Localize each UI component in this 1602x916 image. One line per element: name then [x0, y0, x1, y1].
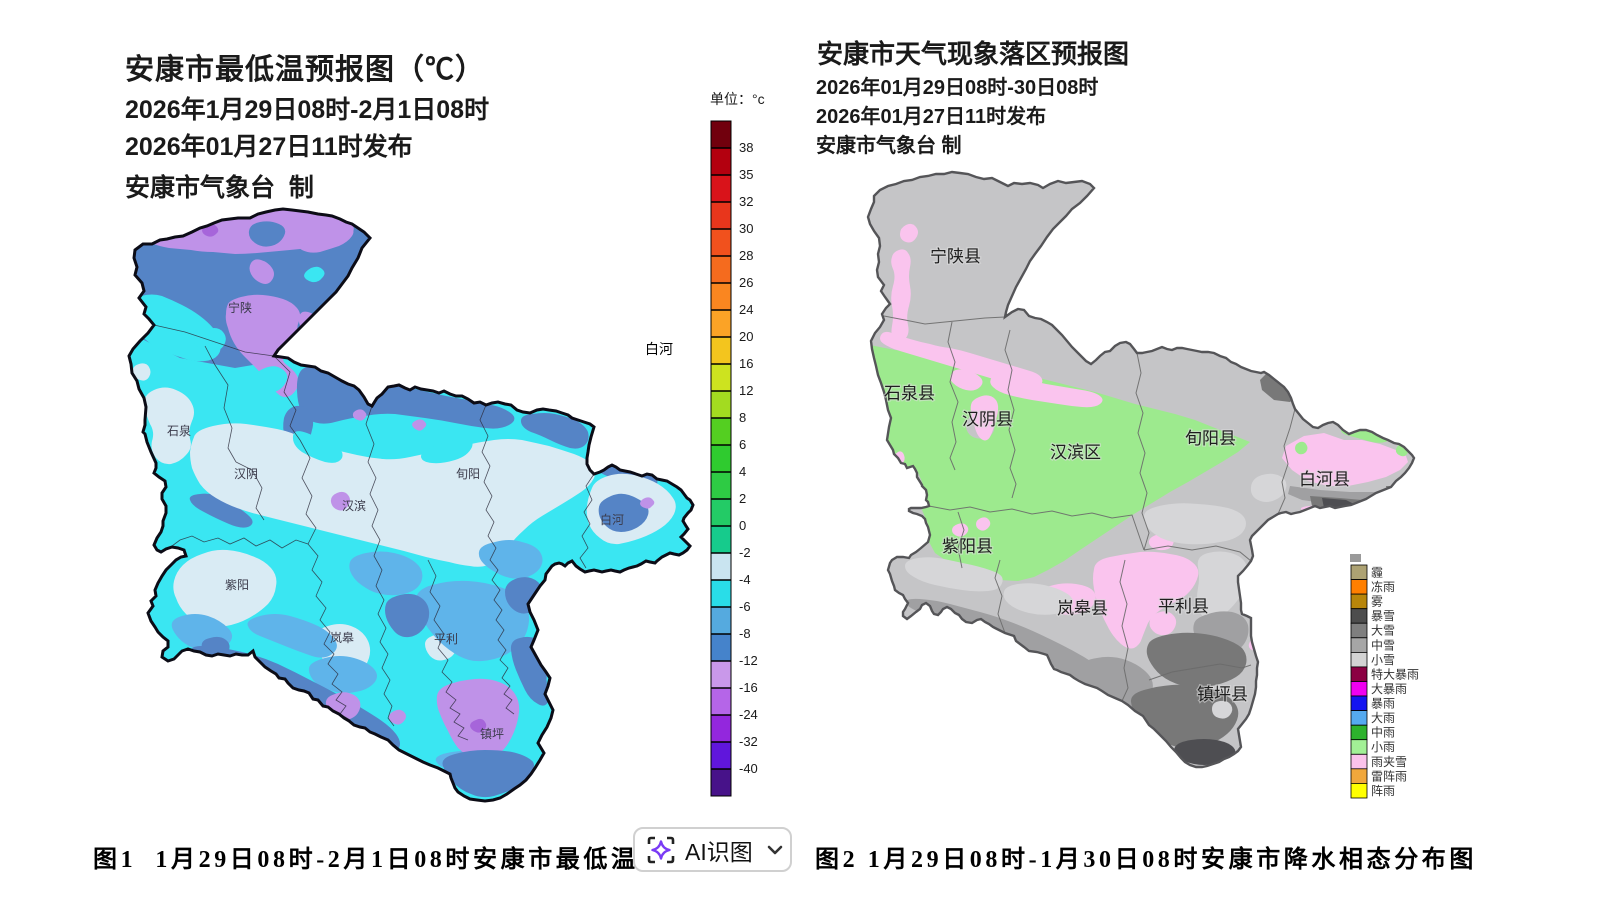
svg-text:24: 24 [739, 302, 753, 317]
svg-text:宁陕县: 宁陕县 [930, 247, 981, 266]
svg-text:35: 35 [739, 167, 753, 182]
svg-text:旬阳: 旬阳 [456, 467, 480, 481]
svg-text:岚皋: 岚皋 [330, 630, 354, 645]
svg-text:旬阳县: 旬阳县 [1185, 429, 1236, 448]
svg-text:-2: -2 [739, 545, 751, 560]
svg-text:小雨: 小雨 [1371, 740, 1395, 754]
svg-text:12: 12 [739, 383, 753, 398]
svg-text:雷阵雨: 雷阵雨 [1371, 769, 1407, 783]
svg-text:-6: -6 [739, 599, 751, 614]
svg-text:宁陕: 宁陕 [228, 300, 252, 315]
svg-text:霾: 霾 [1371, 566, 1383, 580]
svg-text:20: 20 [739, 329, 753, 344]
svg-text:-32: -32 [739, 734, 758, 749]
svg-text:雨夹雪: 雨夹雪 [1371, 755, 1407, 769]
svg-text:-8: -8 [739, 626, 751, 641]
svg-text:大雪: 大雪 [1371, 624, 1395, 638]
svg-text:28: 28 [739, 248, 753, 263]
svg-text:暴雪: 暴雪 [1371, 609, 1395, 623]
svg-text:平利: 平利 [434, 632, 458, 646]
svg-text:32: 32 [739, 194, 753, 209]
svg-text:紫阳县: 紫阳县 [942, 537, 993, 556]
svg-text:镇坪: 镇坪 [480, 727, 504, 741]
svg-text:汉阴县: 汉阴县 [962, 410, 1013, 429]
svg-text:冻雨: 冻雨 [1371, 579, 1395, 594]
svg-text:汉滨区: 汉滨区 [1050, 443, 1101, 462]
svg-text:镇坪县: 镇坪县 [1197, 685, 1248, 704]
svg-text:雾: 雾 [1371, 595, 1383, 609]
svg-text:汉滨: 汉滨 [342, 498, 366, 513]
svg-text:-24: -24 [739, 707, 758, 722]
svg-text:2: 2 [739, 491, 746, 506]
svg-text:白河: 白河 [645, 342, 673, 358]
svg-text:4: 4 [739, 464, 746, 479]
svg-text:38: 38 [739, 140, 753, 155]
svg-text:白河: 白河 [600, 512, 624, 527]
svg-text:-4: -4 [739, 572, 751, 587]
svg-text:平利县: 平利县 [1158, 597, 1209, 616]
svg-text:单位：°c: 单位：°c [710, 91, 765, 107]
svg-text:紫阳: 紫阳 [225, 578, 249, 592]
svg-text:中雨: 中雨 [1371, 725, 1395, 740]
svg-text:特大暴雨: 特大暴雨 [1371, 666, 1419, 681]
svg-text:中雪: 中雪 [1371, 637, 1395, 652]
svg-text:大暴雨: 大暴雨 [1371, 682, 1407, 696]
svg-text:石泉县: 石泉县 [884, 384, 935, 403]
svg-text:白河县: 白河县 [1299, 470, 1350, 489]
svg-text:8: 8 [739, 410, 746, 425]
svg-text:30: 30 [739, 221, 753, 236]
svg-text:石泉: 石泉 [167, 424, 191, 438]
svg-text:小雪: 小雪 [1371, 653, 1395, 667]
svg-text:-40: -40 [739, 761, 758, 776]
svg-text:16: 16 [739, 356, 753, 371]
svg-text:汉阴: 汉阴 [234, 467, 258, 481]
svg-text:暴雨: 暴雨 [1371, 697, 1395, 711]
svg-text:岚皋县: 岚皋县 [1057, 599, 1108, 618]
svg-text:26: 26 [739, 275, 753, 290]
svg-text:6: 6 [739, 437, 746, 452]
svg-text:-12: -12 [739, 653, 758, 668]
svg-text:0: 0 [739, 518, 746, 533]
svg-text:阵雨: 阵雨 [1371, 784, 1395, 798]
svg-text:大雨: 大雨 [1371, 711, 1395, 725]
svg-text:-16: -16 [739, 680, 758, 695]
